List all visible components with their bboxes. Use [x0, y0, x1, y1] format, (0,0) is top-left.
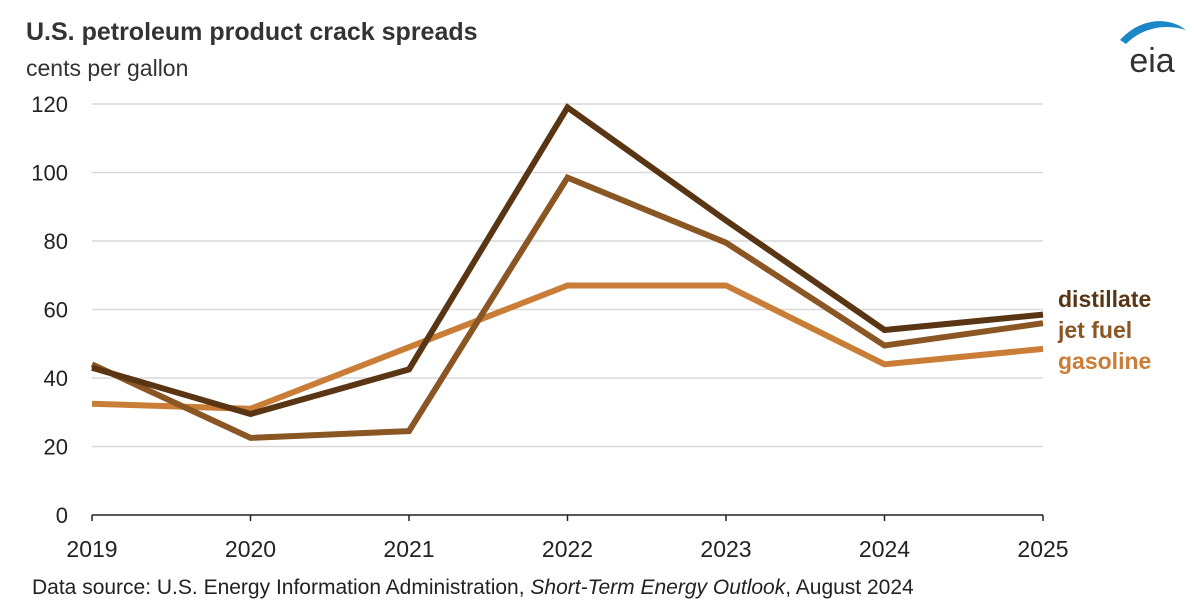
series-lines	[90, 103, 1044, 441]
source-publication: Short-Term Energy Outlook	[530, 576, 786, 599]
eia-logo-icon: eia	[1120, 21, 1186, 78]
x-tick-label: 2021	[383, 536, 434, 562]
x-tick-label: 2024	[859, 536, 910, 562]
y-tick-label: 0	[56, 503, 68, 528]
chart-title: U.S. petroleum product crack spreads	[26, 18, 478, 46]
chart-subtitle: cents per gallon	[26, 55, 189, 81]
source-suffix: , August 2024	[785, 576, 914, 599]
y-tick-label: 60	[44, 298, 68, 323]
legend-label-distillate: distillate	[1058, 286, 1151, 312]
y-tick-label: 80	[44, 229, 68, 254]
legend: distillate jet fuel gasoline	[1057, 286, 1151, 374]
x-tick-label: 2025	[1017, 536, 1068, 562]
source-prefix: Data source: U.S. Energy Information Adm…	[32, 576, 531, 599]
x-tick-label: 2023	[700, 536, 751, 562]
series-line-distillate	[91, 103, 1044, 418]
legend-label-jet-fuel: jet fuel	[1057, 317, 1132, 343]
x-axis-ticks: 2019 2020 2021 2022 2023 2024 2025	[66, 515, 1069, 562]
x-tick-label: 2019	[66, 536, 117, 562]
line-chart: 0 20 40 60 80 100 120 2019 2020 2021 2022 2023 2024…	[31, 92, 1151, 562]
x-tick-label: 2022	[542, 536, 593, 562]
data-source-note: Data source: U.S. Energy Information Adm…	[32, 576, 914, 600]
legend-label-gasoline: gasoline	[1058, 348, 1151, 374]
y-axis-ticks: 0 20 40 60 80 100 120	[31, 92, 68, 528]
svg-text:eia: eia	[1129, 42, 1174, 78]
x-tick-label: 2020	[225, 536, 276, 562]
y-tick-label: 100	[31, 161, 68, 186]
gridlines	[92, 103, 1043, 516]
y-tick-label: 120	[31, 92, 68, 117]
y-tick-label: 20	[44, 435, 68, 460]
series-line-gasoline	[91, 282, 1044, 412]
series-line-jet-fuel	[90, 173, 1044, 441]
y-tick-label: 40	[44, 366, 68, 391]
